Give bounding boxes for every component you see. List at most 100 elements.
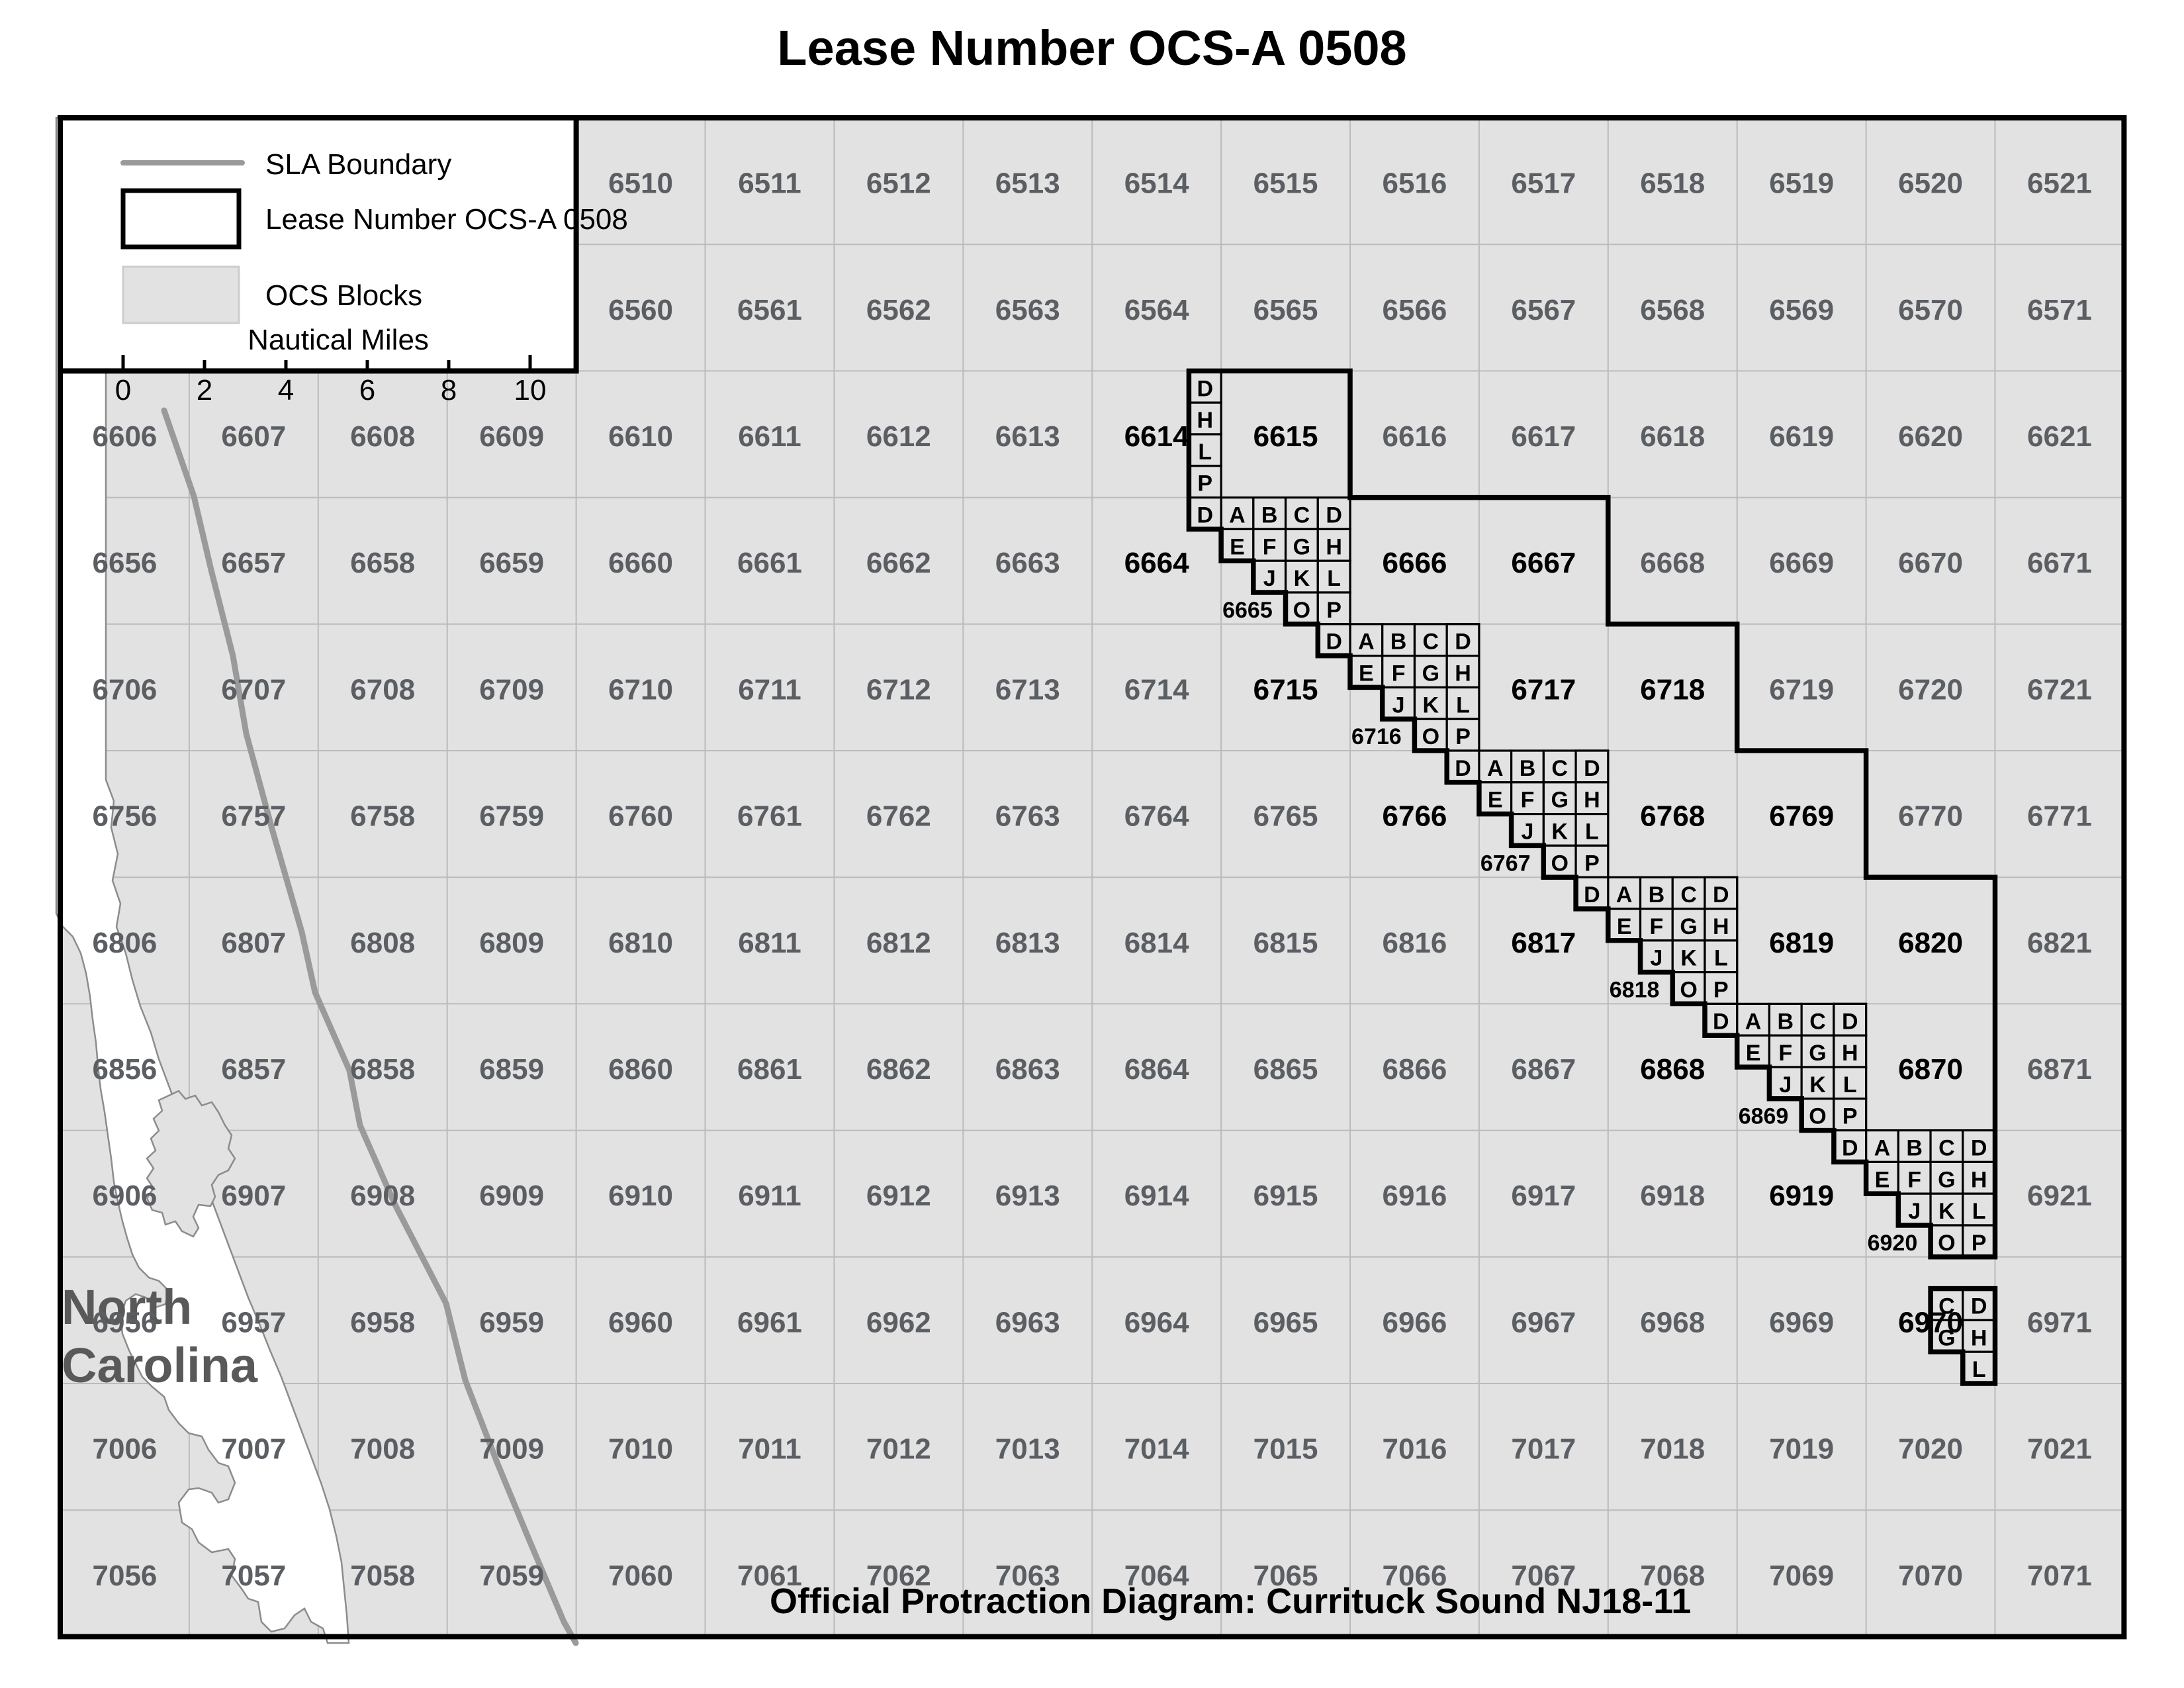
- svg-text:E: E: [1875, 1167, 1890, 1192]
- svg-text:6657: 6657: [221, 547, 286, 579]
- svg-text:G: G: [1293, 534, 1310, 559]
- svg-text:D: D: [1971, 1136, 1987, 1161]
- svg-text:6913: 6913: [995, 1180, 1060, 1212]
- svg-text:7008: 7008: [350, 1433, 415, 1466]
- svg-text:6768: 6768: [1640, 800, 1705, 833]
- svg-text:6912: 6912: [866, 1180, 931, 1212]
- svg-text:6807: 6807: [221, 927, 286, 959]
- svg-text:6511: 6511: [738, 167, 801, 200]
- svg-text:6869: 6869: [1739, 1104, 1789, 1129]
- svg-text:6956: 6956: [93, 1306, 158, 1338]
- svg-text:O: O: [1422, 724, 1439, 749]
- svg-text:6568: 6568: [1640, 294, 1705, 326]
- svg-text:6513: 6513: [995, 167, 1060, 200]
- svg-text:C: C: [1294, 503, 1310, 528]
- svg-text:7009: 7009: [479, 1433, 544, 1466]
- svg-text:6571: 6571: [2027, 294, 2092, 326]
- svg-text:D: D: [1842, 1009, 1858, 1034]
- svg-text:6809: 6809: [479, 927, 544, 959]
- svg-text:6910: 6910: [608, 1180, 673, 1212]
- svg-text:0: 0: [115, 374, 131, 406]
- svg-text:6658: 6658: [350, 547, 415, 579]
- svg-text:6517: 6517: [1511, 167, 1576, 200]
- svg-text:SLA Boundary: SLA Boundary: [265, 148, 451, 181]
- svg-text:6708: 6708: [350, 673, 415, 706]
- svg-text:6607: 6607: [221, 420, 286, 453]
- svg-text:6908: 6908: [350, 1180, 415, 1212]
- svg-text:K: K: [1551, 820, 1568, 845]
- svg-text:6969: 6969: [1769, 1306, 1834, 1338]
- svg-text:6566: 6566: [1383, 294, 1447, 326]
- svg-text:O: O: [1680, 978, 1697, 1003]
- svg-text:6909: 6909: [479, 1180, 544, 1212]
- svg-text:H: H: [1842, 1041, 1858, 1066]
- svg-text:J: J: [1522, 820, 1534, 845]
- svg-text:6721: 6721: [2027, 673, 2092, 706]
- svg-text:6709: 6709: [479, 673, 544, 706]
- svg-text:P: P: [1584, 851, 1600, 876]
- svg-text:K: K: [1294, 566, 1310, 591]
- svg-text:D: D: [1971, 1294, 1987, 1319]
- svg-text:6962: 6962: [866, 1306, 931, 1338]
- svg-text:K: K: [1938, 1199, 1955, 1224]
- svg-text:6918: 6918: [1640, 1180, 1705, 1212]
- svg-text:K: K: [1423, 692, 1439, 718]
- svg-text:6718: 6718: [1640, 673, 1705, 706]
- svg-text:6712: 6712: [866, 673, 931, 706]
- svg-text:6871: 6871: [2027, 1053, 2092, 1086]
- svg-text:D: D: [1713, 882, 1729, 908]
- svg-text:6870: 6870: [1898, 1053, 1963, 1086]
- svg-text:H: H: [1971, 1167, 1987, 1192]
- svg-text:6818: 6818: [1610, 978, 1660, 1003]
- svg-text:D: D: [1197, 376, 1213, 401]
- svg-text:6858: 6858: [350, 1053, 415, 1086]
- svg-text:6664: 6664: [1124, 547, 1189, 579]
- svg-text:6957: 6957: [221, 1306, 286, 1338]
- svg-text:6662: 6662: [866, 547, 931, 579]
- svg-text:H: H: [1713, 914, 1729, 939]
- svg-text:6914: 6914: [1124, 1180, 1189, 1212]
- svg-text:6960: 6960: [608, 1306, 673, 1338]
- svg-text:B: B: [1778, 1009, 1794, 1034]
- svg-text:C: C: [1551, 756, 1568, 781]
- svg-text:7011: 7011: [738, 1433, 801, 1466]
- svg-text:B: B: [1390, 630, 1407, 655]
- svg-text:6814: 6814: [1124, 927, 1189, 959]
- svg-text:L: L: [1714, 946, 1728, 971]
- svg-text:6964: 6964: [1124, 1306, 1189, 1338]
- svg-text:6619: 6619: [1769, 420, 1834, 453]
- svg-text:Carolina: Carolina: [62, 1338, 258, 1393]
- svg-text:6965: 6965: [1253, 1306, 1318, 1338]
- svg-text:6565: 6565: [1253, 294, 1318, 326]
- svg-text:6762: 6762: [866, 800, 931, 833]
- svg-text:6961: 6961: [737, 1306, 802, 1338]
- svg-text:L: L: [1585, 820, 1599, 845]
- svg-text:D: D: [1584, 756, 1600, 781]
- svg-text:J: J: [1392, 692, 1405, 718]
- svg-text:6720: 6720: [1898, 673, 1963, 706]
- svg-text:6616: 6616: [1383, 420, 1447, 453]
- svg-text:A: A: [1487, 756, 1504, 781]
- svg-text:6917: 6917: [1511, 1180, 1576, 1212]
- svg-text:6812: 6812: [866, 927, 931, 959]
- svg-text:6613: 6613: [995, 420, 1060, 453]
- svg-text:6767: 6767: [1480, 851, 1531, 876]
- svg-text:6817: 6817: [1511, 927, 1576, 959]
- svg-text:6770: 6770: [1898, 800, 1963, 833]
- svg-text:6966: 6966: [1383, 1306, 1447, 1338]
- svg-text:D: D: [1584, 882, 1600, 908]
- svg-text:F: F: [1778, 1041, 1792, 1066]
- svg-text:F: F: [1263, 534, 1277, 559]
- svg-text:E: E: [1488, 788, 1503, 813]
- svg-text:6659: 6659: [479, 547, 544, 579]
- svg-text:6669: 6669: [1769, 547, 1834, 579]
- svg-text:E: E: [1230, 534, 1245, 559]
- svg-text:B: B: [1906, 1136, 1923, 1161]
- svg-text:6707: 6707: [221, 673, 286, 706]
- svg-text:6757: 6757: [221, 800, 286, 833]
- svg-text:F: F: [1392, 661, 1406, 686]
- svg-text:A: A: [1358, 630, 1375, 655]
- svg-text:O: O: [1551, 851, 1568, 876]
- svg-text:E: E: [1617, 914, 1632, 939]
- svg-text:6562: 6562: [866, 294, 931, 326]
